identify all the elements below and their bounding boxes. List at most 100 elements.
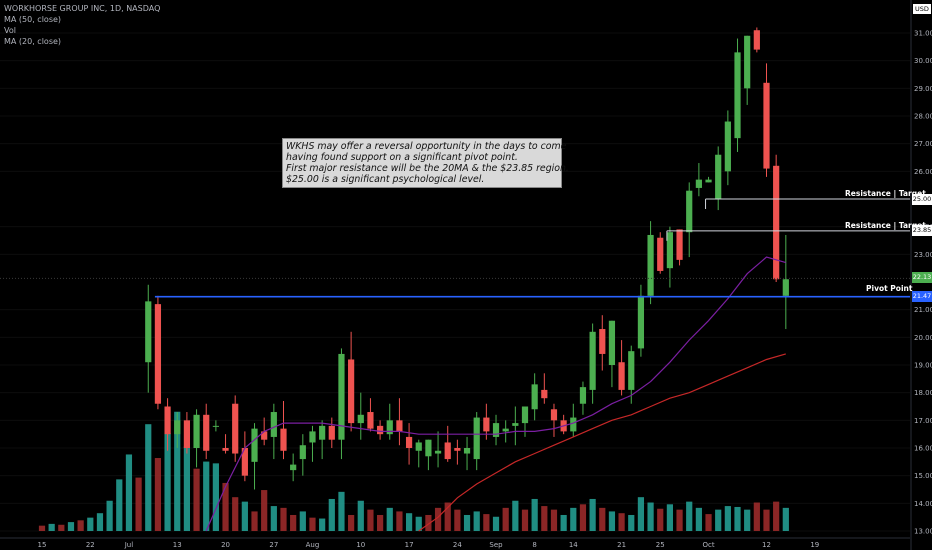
volume-bar — [666, 504, 673, 531]
volume-bar — [193, 468, 200, 531]
volume-bar — [328, 498, 335, 531]
candle-body — [744, 35, 751, 89]
legend-vol[interactable]: Vol — [4, 26, 16, 35]
volume-bar — [309, 517, 316, 531]
time-tick-label: 12 — [762, 541, 771, 549]
resistance-2385-label[interactable]: Resistance | Target — [845, 221, 926, 230]
time-tick-label: 21 — [617, 541, 626, 549]
candlestick-series — [145, 27, 789, 490]
legend-ma20[interactable]: MA (20, close) — [4, 37, 62, 46]
time-axis[interactable]: 15 22 Jul 13 20 27 Aug 10 17 24 Sep 8 14 21 25 Oct 12 19 — [0, 537, 910, 549]
volume-bar — [657, 508, 664, 531]
price-tick-label: 19.00 — [914, 362, 932, 370]
volume-bar — [753, 502, 760, 531]
volume-bar — [444, 502, 451, 531]
candle-body — [386, 420, 393, 435]
pivot-point-label[interactable]: Pivot Point — [866, 284, 913, 293]
price-tick-label: 23.00 — [914, 251, 932, 259]
ma50-line — [418, 353, 786, 532]
volume-bar — [773, 501, 780, 531]
candle-body — [695, 179, 702, 188]
volume-bar — [67, 522, 75, 531]
volume-bar — [145, 424, 152, 531]
time-tick-label: Sep — [489, 541, 503, 549]
candle-body — [434, 450, 442, 454]
candle-body — [579, 387, 587, 404]
volume-bar — [48, 523, 55, 531]
price-tick-label: 29.00 — [914, 85, 932, 93]
candle-body — [241, 448, 248, 476]
price-tick-label: 26.00 — [914, 168, 932, 176]
volume-bar — [483, 514, 490, 531]
candle-body — [647, 234, 654, 296]
volume-bar — [502, 507, 509, 531]
note-line: WKHS may offer a reversal opportunity in… — [286, 141, 567, 152]
candle-body — [502, 428, 509, 432]
note-line: having found support on a significant pi… — [286, 152, 518, 163]
volume-bar — [463, 514, 471, 531]
candle-body — [705, 179, 712, 183]
volume-bar — [473, 511, 480, 531]
candle-body — [666, 232, 673, 269]
volume-bar — [744, 509, 751, 531]
candle-body — [608, 320, 616, 365]
time-tick-label: 20 — [221, 541, 230, 549]
candle-body — [492, 423, 500, 437]
volume-bar — [106, 500, 113, 531]
candle-body — [512, 423, 519, 426]
time-tick-label: 10 — [356, 541, 365, 549]
time-tick-label: 8 — [532, 541, 536, 549]
candle-body — [782, 279, 789, 296]
note-line: $25.00 is a significant psychological le… — [286, 174, 485, 185]
candle-body — [686, 190, 693, 233]
candle-body — [309, 431, 316, 443]
volume-bar — [763, 509, 770, 531]
candle-body — [521, 406, 529, 424]
volume-bar — [290, 514, 297, 531]
candle-body — [715, 154, 722, 199]
candle-body — [154, 304, 162, 404]
volume-bar — [541, 506, 548, 531]
symbol-title[interactable]: WORKHORSE GROUP INC, 1D, NASDAQ — [4, 4, 161, 13]
candle-body — [164, 406, 171, 435]
time-tick-label: 15 — [38, 541, 47, 549]
candle-body — [753, 30, 760, 50]
volume-bar — [38, 525, 46, 531]
candle-body — [570, 417, 577, 432]
candle-body — [444, 442, 451, 460]
candle-body — [357, 414, 364, 424]
volume-bar — [135, 477, 142, 531]
volume-bar — [77, 520, 84, 531]
price-tag-last: 22.13 — [912, 272, 932, 283]
candle-body — [193, 414, 200, 448]
currency-label[interactable]: USD — [913, 4, 931, 14]
volume-bar — [676, 509, 683, 531]
candle-body — [541, 389, 548, 399]
volume-bar — [319, 518, 326, 531]
candle-body — [319, 425, 326, 440]
price-tick-label: 15.00 — [914, 472, 932, 480]
volume-bar — [521, 509, 529, 531]
volume-bar — [434, 507, 442, 531]
candle-body — [657, 237, 664, 271]
time-tick-label: 19 — [810, 541, 819, 549]
volume-bar — [125, 454, 133, 531]
volume-bar — [357, 500, 364, 531]
candle-body — [676, 229, 683, 260]
candle-body — [637, 295, 645, 349]
candle-body — [550, 409, 558, 421]
legend-ma50[interactable]: MA (50, close) — [4, 15, 62, 24]
volume-bar — [415, 516, 422, 531]
annotation-note[interactable]: WKHS may offer a reversal opportunity in… — [282, 138, 569, 188]
resistance-25-label[interactable]: Resistance | Target — [845, 189, 926, 198]
candle-body — [599, 329, 606, 354]
volume-bar — [270, 506, 277, 531]
volume-bar — [338, 491, 345, 531]
candle-body — [174, 420, 181, 435]
price-tick-label: 31.00 — [914, 30, 932, 38]
price-tick-label: 17.00 — [914, 417, 932, 425]
candle-body — [483, 417, 490, 432]
note-line: First major resistance will be the 20MA … — [286, 163, 569, 174]
candle-body — [261, 431, 268, 440]
